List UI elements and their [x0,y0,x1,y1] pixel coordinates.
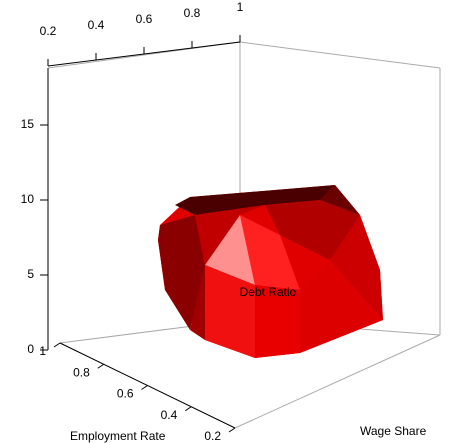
hull-face [175,185,335,215]
hull-face [158,215,205,330]
x-tick-label: 0.8 [184,6,201,20]
z-axis-title: Debt Ratio [240,285,297,299]
y-tick [184,406,192,412]
y-tick-label: 0.2 [204,429,221,443]
x-tick-label: 0.4 [88,18,105,32]
y-tick-label: 0.4 [161,408,178,422]
y-tick [97,363,105,369]
x-tick-label: 1 [237,0,244,14]
hull-face [205,265,255,358]
z-tick-label: 15 [21,117,35,131]
box-edge [47,41,441,69]
hull-face [240,215,300,290]
y-tick [53,342,61,348]
z-tick-label: 0 [27,342,34,356]
y-tick-label: 0.6 [117,387,134,401]
hull-highlight [205,215,255,285]
hull-face [330,215,383,320]
hull-face [255,285,300,358]
hull-face [320,185,360,215]
hull-face [265,200,360,260]
hull-face [190,265,205,340]
y-tick [141,385,148,390]
y-tick-label: 0.8 [73,365,90,379]
hull [158,185,383,358]
x-axis-title: Wage Share [360,424,427,438]
y-tick [228,427,236,433]
x-tick-label: 0.6 [136,12,153,26]
hull-face [300,260,383,353]
z-tick-label: 5 [27,267,34,281]
x-tick-label: 0.2 [40,24,57,38]
box-edge [234,334,441,429]
z-tick-label: 10 [21,192,35,206]
y-tick-label: 1 [39,344,46,358]
hull-face [195,205,265,265]
y-axis-title: Employment Rate [70,429,166,443]
